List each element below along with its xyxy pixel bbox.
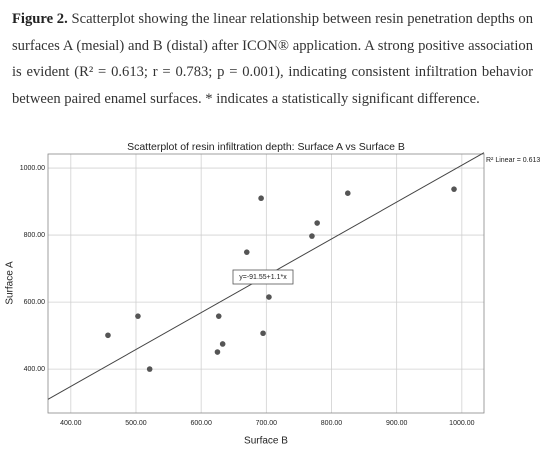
- plot-frame: [47, 153, 485, 414]
- point: [214, 349, 221, 355]
- x-axis-label: Surface B: [244, 436, 288, 447]
- point: [314, 220, 320, 226]
- point: [451, 186, 457, 192]
- point: [215, 313, 222, 319]
- point: [219, 341, 226, 347]
- figure-caption: Figure 2. Scatterplot showing the linear…: [0, 0, 545, 135]
- equation-box: [232, 269, 294, 285]
- x-tick-label: 700.00: [256, 420, 278, 427]
- point: [105, 332, 111, 339]
- fit-legend: R² Linear = 0.613: [486, 157, 540, 164]
- y-tick-label: 600.00: [24, 299, 46, 306]
- x-tick-label: 600.00: [190, 420, 212, 427]
- point: [243, 249, 250, 255]
- x-tick-label: 800.00: [321, 420, 343, 427]
- y-tick-label: 400.00: [24, 366, 46, 373]
- x-tick-label: 1000.00: [449, 420, 474, 427]
- chart-title: Scatterplot of resin infiltration depth:…: [127, 141, 405, 153]
- y-axis-label: Surface A: [5, 261, 16, 305]
- x-tick-label: 900.00: [386, 420, 408, 427]
- caption-text: Scatterplot showing the linear relations…: [12, 11, 533, 107]
- point: [344, 190, 351, 197]
- figure-label: Figure 2.: [12, 11, 68, 27]
- y-tick-label: 800.00: [24, 232, 46, 239]
- point: [146, 366, 153, 372]
- x-tick-label: 400.00: [60, 420, 82, 427]
- chart: Scatterplot of resin infiltration depth:…: [5, 141, 541, 447]
- point: [309, 233, 315, 239]
- x-tick-label: 500.00: [125, 420, 147, 427]
- y-tick-label: 1000.00: [20, 165, 45, 172]
- point: [266, 294, 272, 300]
- fit-equation: y=-91.55+1.1*x: [239, 274, 287, 281]
- point: [135, 313, 141, 319]
- point: [258, 195, 264, 202]
- point: [260, 330, 266, 337]
